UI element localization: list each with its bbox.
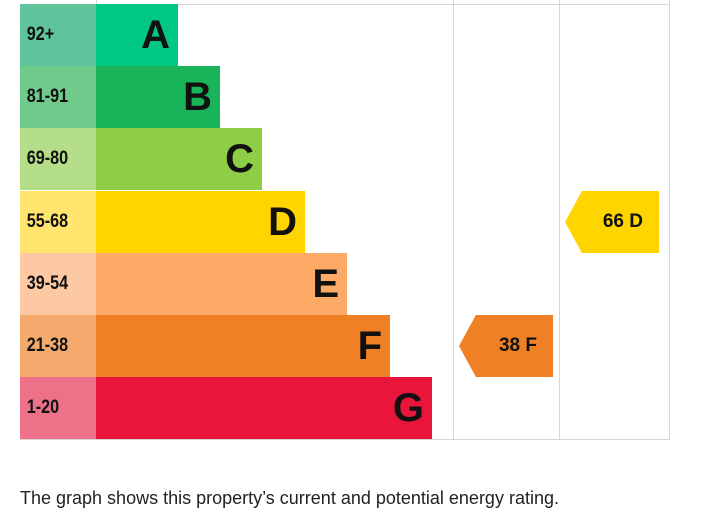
current-rating-arrow: 38 F — [459, 315, 553, 377]
band-range: 92+ — [26, 24, 55, 45]
gridline-left-label — [96, 0, 97, 5]
bottom-border — [20, 439, 670, 440]
band-letter: F — [357, 324, 382, 368]
band-letter: D — [268, 199, 297, 244]
band-range-bg — [20, 315, 96, 377]
band-range: 55-68 — [26, 210, 69, 232]
band-letter: G — [392, 386, 424, 431]
top-border — [20, 4, 670, 5]
band-bar-f: F — [96, 315, 390, 377]
band-range-bg — [20, 66, 96, 129]
band-range-bg — [20, 377, 96, 440]
potential-rating-label: 66 D — [602, 211, 643, 232]
current-rating-label: 38 F — [498, 335, 537, 356]
band-range-bg — [20, 252, 96, 315]
band-bar-b: B — [96, 66, 220, 129]
caption: The graph shows this property’s current … — [20, 488, 559, 508]
gridline-right — [669, 0, 670, 440]
band-bar-a: A — [96, 4, 178, 66]
band-range-bg — [20, 128, 96, 191]
band-range: 69-80 — [26, 148, 69, 170]
band-bar-g: G — [96, 377, 432, 440]
band-range: 39-54 — [26, 272, 69, 294]
band-bar-c: C — [96, 128, 262, 191]
band-range: 81-91 — [26, 86, 69, 108]
band-letter: E — [312, 261, 339, 306]
band-letter: C — [225, 137, 254, 182]
band-range: 21-38 — [26, 335, 69, 356]
band-range-bg — [20, 4, 96, 66]
potential-rating-arrow: 66 D — [565, 191, 659, 253]
band-bar-e: E — [96, 252, 347, 315]
band-range-bg — [20, 190, 96, 253]
band-range: 1-20 — [26, 397, 60, 419]
band-letter: A — [141, 13, 170, 57]
gridline-current — [453, 0, 454, 440]
band-bar-d: D — [96, 190, 305, 253]
band-letter: B — [183, 75, 212, 120]
gridline-potential — [559, 0, 560, 440]
